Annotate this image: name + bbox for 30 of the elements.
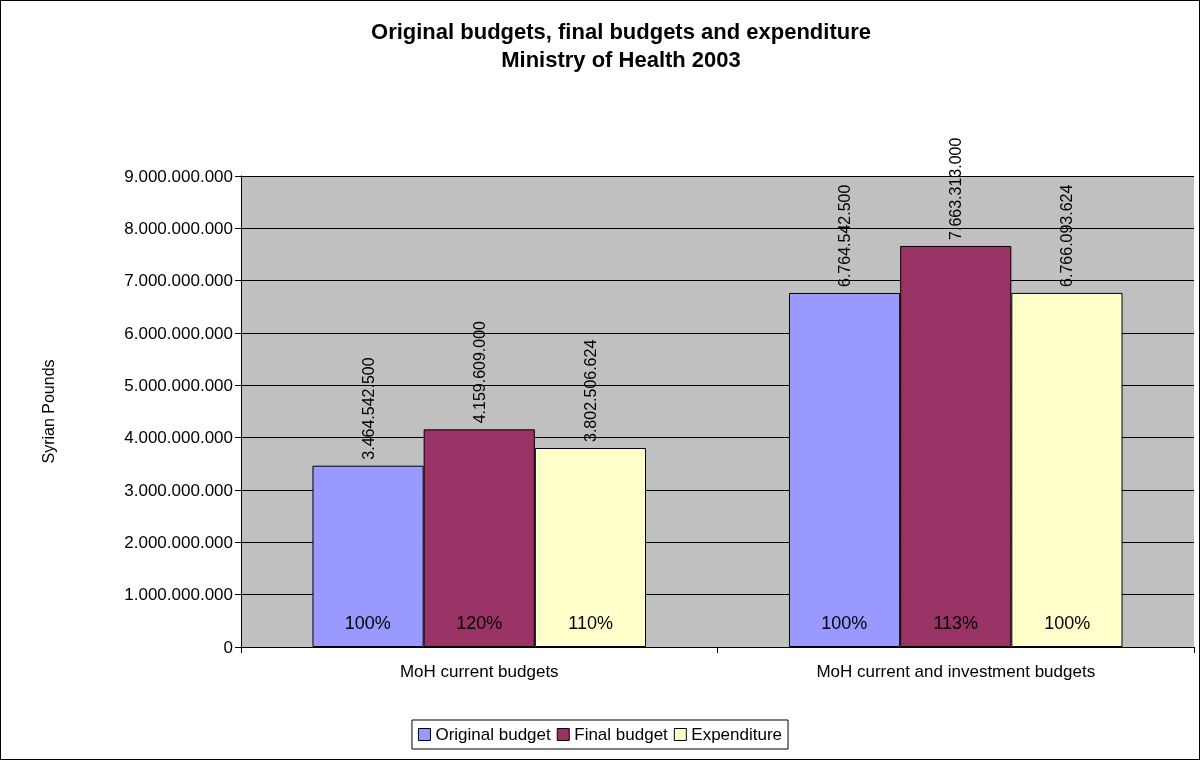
data-label: 6.766.093.624 <box>1058 184 1076 287</box>
data-label: 3.802.506.624 <box>581 339 599 442</box>
annotation: 113% <box>933 613 979 633</box>
chart-subtitle: Ministry of Health 2003 <box>501 46 741 72</box>
y-tick-label: 6.000.000.000 <box>124 323 233 343</box>
y-axis-title: Syrian Pounds <box>39 359 57 464</box>
y-tick-label: 2.000.000.000 <box>124 532 233 552</box>
annotation: 110% <box>568 613 614 633</box>
legend-label: Final budget <box>574 725 669 744</box>
legend-label: Expenditure <box>691 725 783 744</box>
data-label: 6.764.542.500 <box>836 184 854 287</box>
y-tick-label: 9.000.000.000 <box>124 166 233 186</box>
y-tick-label: 4.000.000.000 <box>124 428 233 448</box>
annotation: 100% <box>344 613 391 633</box>
y-tick-label: 1.000.000.000 <box>124 585 233 605</box>
y-tick-label: 5.000.000.000 <box>124 375 233 395</box>
x-tick-label: MoH current and investment budgets <box>816 662 1096 681</box>
annotation: 120% <box>456 613 503 633</box>
data-label: 4.159.609.000 <box>470 320 488 424</box>
x-tick-label: MoH current budgets <box>399 662 559 681</box>
chart-title: Original budgets, final budgets and expenditure <box>371 18 871 44</box>
y-tick-label: 3.000.000.000 <box>124 480 233 500</box>
legend-label: Original budget <box>435 725 552 744</box>
annotation: 100% <box>1044 613 1091 633</box>
data-label: 7.663.313.000 <box>947 137 965 240</box>
y-tick-label: 7.000.000.000 <box>124 271 233 291</box>
y-tick-label: 8.000.000.000 <box>124 218 233 238</box>
data-label: 3.464.542.500 <box>359 357 377 460</box>
annotation: 100% <box>821 613 868 633</box>
y-tick-label: 0 <box>223 637 233 657</box>
